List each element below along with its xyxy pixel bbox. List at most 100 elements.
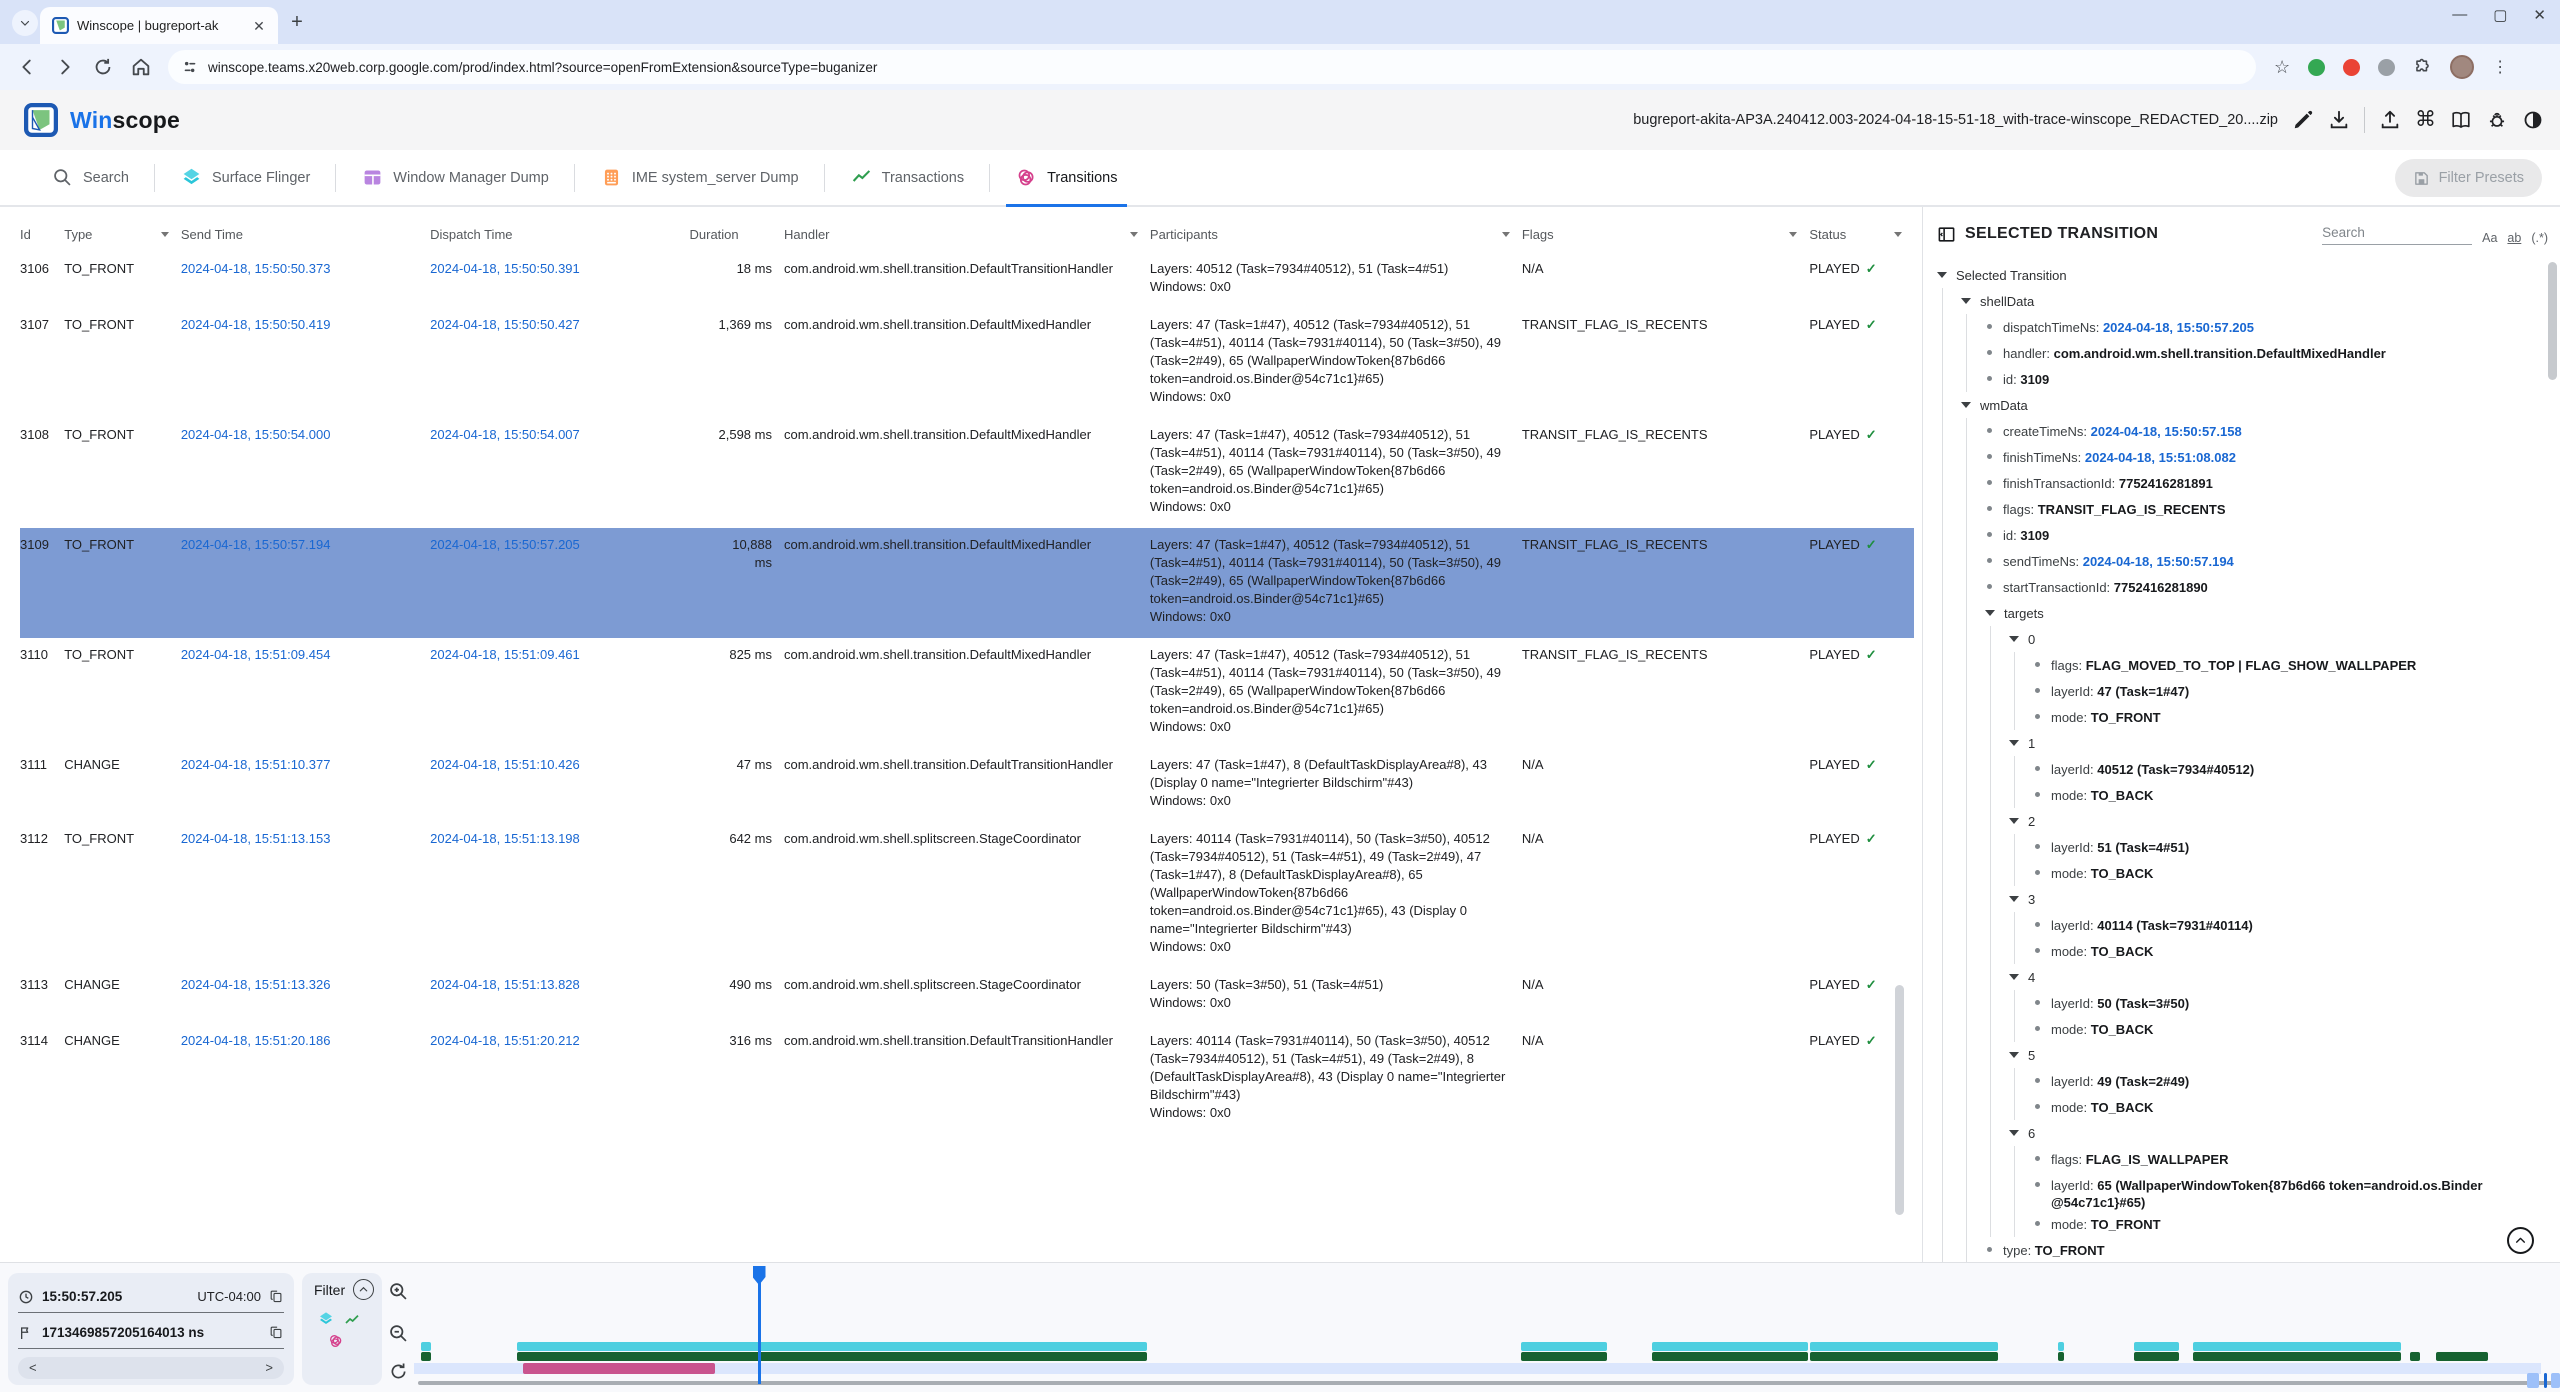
copy-time-icon[interactable] bbox=[269, 1289, 284, 1304]
filter-transactions-icon[interactable] bbox=[344, 1313, 360, 1329]
timeline-segment-transactions[interactable] bbox=[2436, 1352, 2488, 1361]
cell-send-time[interactable]: 2024-04-18, 15:51:10.377 bbox=[180, 757, 331, 772]
extension-red-icon[interactable] bbox=[2343, 58, 2361, 76]
site-info-icon[interactable] bbox=[182, 59, 198, 75]
timeline-segment-surface-flinger[interactable] bbox=[1810, 1342, 1998, 1351]
collapse-filter-button[interactable] bbox=[353, 1279, 374, 1300]
cell-dispatch-time[interactable]: 2024-04-18, 15:51:09.461 bbox=[430, 647, 580, 662]
panel-dock-icon[interactable] bbox=[1937, 225, 1956, 244]
transition-row-3110[interactable]: 3110 TO_FRONT 2024-04-18, 15:51:09.454 2024… bbox=[20, 638, 1914, 748]
tree-property-mode[interactable]: mode: TO_BACK bbox=[2033, 782, 2546, 808]
tree-property-flags[interactable]: flags: TRANSIT_FLAG_IS_RECENTS bbox=[1985, 496, 2546, 522]
scroll-to-top-button[interactable] bbox=[2507, 1227, 2534, 1254]
cell-dispatch-time[interactable]: 2024-04-18, 15:50:50.391 bbox=[430, 261, 580, 276]
collapse-arrow-icon[interactable] bbox=[1961, 402, 1971, 408]
cell-send-time[interactable]: 2024-04-18, 15:50:54.000 bbox=[180, 427, 331, 442]
tree-property-layerId[interactable]: layerId: 49 (Task=2#49) bbox=[2033, 1068, 2546, 1094]
timeline-scrollbar[interactable] bbox=[418, 1381, 2560, 1385]
tree-property-dispatchTimeNs[interactable]: dispatchTimeNs: 2024-04-18, 15:50:57.205 bbox=[1985, 314, 2546, 340]
timeline-segment-surface-flinger[interactable] bbox=[517, 1342, 1147, 1351]
transition-row-3113[interactable]: 3113 CHANGE 2024-04-18, 15:51:13.326 2024-0… bbox=[20, 968, 1914, 1024]
collapse-arrow-icon[interactable] bbox=[1937, 272, 1947, 278]
timeline-segment-surface-flinger[interactable] bbox=[421, 1342, 431, 1351]
browser-tab[interactable]: Winscope | bugreport-ak ✕ bbox=[40, 7, 278, 44]
timeline-segment-transactions[interactable] bbox=[2058, 1352, 2064, 1361]
upload-icon[interactable] bbox=[2379, 109, 2401, 131]
copy-ns-icon[interactable] bbox=[269, 1325, 284, 1340]
timeline-segment-transactions[interactable] bbox=[2193, 1352, 2401, 1361]
cell-send-time[interactable]: 2024-04-18, 15:51:20.186 bbox=[180, 1033, 331, 1048]
timeline-segment-transactions[interactable] bbox=[421, 1352, 431, 1361]
tab-surface-flinger[interactable]: Surface Flinger bbox=[155, 150, 337, 205]
cell-dispatch-time[interactable]: 2024-04-18, 15:51:20.212 bbox=[430, 1033, 580, 1048]
filter-presets-button[interactable]: Filter Presets bbox=[2394, 159, 2542, 197]
shortcuts-icon[interactable]: ⌘ bbox=[2415, 108, 2436, 131]
reload-icon[interactable] bbox=[92, 56, 114, 78]
tree-property-finishTimeNs[interactable]: finishTimeNs: 2024-04-18, 15:51:08.082 bbox=[1985, 444, 2546, 470]
column-header-type[interactable]: Type bbox=[64, 215, 181, 252]
tree-node-6[interactable]: 6 bbox=[2009, 1120, 2546, 1146]
profile-avatar[interactable] bbox=[2450, 55, 2475, 79]
timeline-segment-surface-flinger[interactable] bbox=[2134, 1342, 2179, 1351]
tree-node-4[interactable]: 4 bbox=[2009, 964, 2546, 990]
transition-row-3112[interactable]: 3112 TO_FRONT 2024-04-18, 15:51:13.153 2024… bbox=[20, 822, 1914, 968]
tree-property-id[interactable]: id: 3109 bbox=[1985, 522, 2546, 548]
current-time-value[interactable]: 15:50:57.205 bbox=[42, 1289, 123, 1304]
regex-toggle[interactable]: (.*) bbox=[2531, 231, 2548, 245]
edit-icon[interactable] bbox=[2292, 109, 2314, 131]
collapse-arrow-icon[interactable] bbox=[2009, 740, 2019, 746]
cell-send-time[interactable]: 2024-04-18, 15:50:57.194 bbox=[180, 537, 331, 552]
column-header-participants[interactable]: Participants bbox=[1150, 215, 1522, 252]
reset-zoom-icon[interactable] bbox=[388, 1361, 409, 1382]
timeline-segment-transactions[interactable] bbox=[2410, 1352, 2420, 1361]
tree-property-createTimeNs[interactable]: createTimeNs: 2024-04-18, 15:50:57.158 bbox=[1985, 418, 2546, 444]
collapse-arrow-icon[interactable] bbox=[1961, 298, 1971, 304]
cell-send-time[interactable]: 2024-04-18, 15:50:50.419 bbox=[180, 317, 331, 332]
cell-send-time[interactable]: 2024-04-18, 15:51:13.153 bbox=[180, 831, 331, 846]
download-icon[interactable] bbox=[2328, 109, 2350, 131]
timeline-segment-transition[interactable] bbox=[523, 1363, 715, 1374]
tab-search-chevron-icon[interactable] bbox=[12, 10, 38, 36]
timeline-segment-surface-flinger[interactable] bbox=[1521, 1342, 1607, 1351]
tree-node-selected-transition[interactable]: Selected Transition bbox=[1937, 262, 2546, 288]
filter-dropdown-icon[interactable] bbox=[1501, 232, 1510, 237]
current-ns-value[interactable]: 1713469857205164013 ns bbox=[42, 1325, 205, 1340]
tree-property-startTransactionId[interactable]: startTransactionId: 7752416281890 bbox=[1985, 574, 2546, 600]
timeline-scroll-handle[interactable] bbox=[2551, 1373, 2560, 1388]
tree-property-type[interactable]: type: TO_FRONT bbox=[1985, 1237, 2546, 1262]
panel-scrollbar-thumb[interactable] bbox=[2548, 262, 2557, 380]
timeline-segment-surface-flinger[interactable] bbox=[2058, 1342, 2064, 1351]
tab-ime-system-server-dump[interactable]: IME system_server Dump bbox=[575, 150, 825, 205]
tree-node-0[interactable]: 0 bbox=[2009, 626, 2546, 652]
prev-entry-button[interactable]: < bbox=[29, 1360, 37, 1375]
dark-mode-icon[interactable] bbox=[2522, 109, 2544, 131]
filter-dropdown-icon[interactable] bbox=[160, 232, 169, 237]
documentation-book-icon[interactable] bbox=[2450, 109, 2472, 131]
transition-row-3107[interactable]: 3107 TO_FRONT 2024-04-18, 15:50:50.419 2024… bbox=[20, 308, 1914, 418]
tree-property-sendTimeNs[interactable]: sendTimeNs: 2024-04-18, 15:50:57.194 bbox=[1985, 548, 2546, 574]
timeline-scroll-handle[interactable] bbox=[2544, 1373, 2547, 1388]
window-close-icon[interactable]: ✕ bbox=[2533, 7, 2546, 24]
timeline-segment-transactions[interactable] bbox=[1521, 1352, 1607, 1361]
window-minimize-icon[interactable]: — bbox=[2452, 6, 2468, 23]
cell-send-time[interactable]: 2024-04-18, 15:51:09.454 bbox=[180, 647, 331, 662]
tree-property-layerId[interactable]: layerId: 65 (WallpaperWindowToken{87b6d6… bbox=[2033, 1172, 2546, 1211]
timeline-segment-transactions[interactable] bbox=[1652, 1352, 1808, 1361]
timeline-cursor-head[interactable] bbox=[752, 1266, 766, 1285]
tab-transitions[interactable]: Transitions bbox=[990, 150, 1143, 207]
timeline-cursor[interactable] bbox=[758, 1267, 761, 1384]
column-header-flags[interactable]: Flags bbox=[1522, 215, 1810, 252]
tree-property-finishTransactionId[interactable]: finishTransactionId: 7752416281891 bbox=[1985, 470, 2546, 496]
collapse-arrow-icon[interactable] bbox=[2009, 1052, 2019, 1058]
timeline-segment-surface-flinger[interactable] bbox=[2193, 1342, 2401, 1351]
tree-node-5[interactable]: 5 bbox=[2009, 1042, 2546, 1068]
tree-node-targets[interactable]: targets bbox=[1985, 600, 2546, 626]
timeline-scroll-handle[interactable] bbox=[2527, 1373, 2539, 1388]
transition-row-3114[interactable]: 3114 CHANGE 2024-04-18, 15:51:20.186 2024-0… bbox=[20, 1024, 1914, 1134]
cell-send-time[interactable]: 2024-04-18, 15:51:13.326 bbox=[180, 977, 331, 992]
transition-row-3109[interactable]: 3109 TO_FRONT 2024-04-18, 15:50:57.194 2024… bbox=[20, 528, 1914, 638]
home-icon[interactable] bbox=[130, 56, 152, 78]
browser-menu-icon[interactable]: ⋮ bbox=[2492, 59, 2509, 76]
tree-property-handler[interactable]: handler: com.android.wm.shell.transition… bbox=[1985, 340, 2546, 366]
zoom-in-icon[interactable] bbox=[388, 1281, 409, 1302]
